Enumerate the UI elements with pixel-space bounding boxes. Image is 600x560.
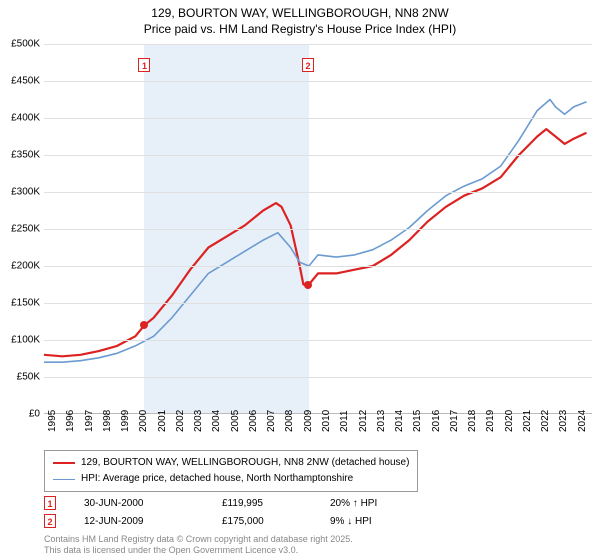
legend-label: 129, BOURTON WAY, WELLINGBOROUGH, NN8 2N…	[81, 455, 409, 471]
sale-marker-2: 2	[302, 58, 314, 72]
x-tick-label: 2009	[303, 410, 314, 432]
x-tick-label: 1995	[47, 410, 58, 432]
y-gridline	[44, 192, 592, 193]
x-tick-label: 2010	[321, 410, 332, 432]
x-tick-label: 1999	[120, 410, 131, 432]
plot-region: £0£50K£100K£150K£200K£250K£300K£350K£400…	[44, 44, 592, 414]
legend-swatch	[53, 479, 75, 480]
x-tick-label: 1996	[65, 410, 76, 432]
title-line1: 129, BOURTON WAY, WELLINGBOROUGH, NN8 2N…	[0, 6, 600, 22]
sales-date: 12-JUN-2009	[84, 516, 194, 527]
sales-row: 1 30-JUN-2000 £119,995 20% ↑ HPI	[44, 494, 377, 512]
legend-label: HPI: Average price, detached house, Nort…	[81, 471, 353, 487]
sales-row-marker: 1	[44, 496, 56, 510]
y-gridline	[44, 155, 592, 156]
credits: Contains HM Land Registry data © Crown c…	[44, 534, 353, 557]
sale-dot-2	[304, 281, 312, 289]
x-tick-label: 2004	[211, 410, 222, 432]
credits-line1: Contains HM Land Registry data © Crown c…	[44, 534, 353, 545]
y-gridline	[44, 118, 592, 119]
x-tick-label: 2020	[504, 410, 515, 432]
title-line2: Price paid vs. HM Land Registry's House …	[0, 22, 600, 38]
credits-line2: This data is licensed under the Open Gov…	[44, 545, 353, 556]
sales-delta: 9% ↓ HPI	[330, 516, 372, 527]
x-tick-label: 2011	[339, 410, 350, 432]
y-tick-label: £450K	[0, 76, 40, 87]
x-tick-label: 2008	[284, 410, 295, 432]
y-tick-label: £300K	[0, 187, 40, 198]
y-gridline	[44, 266, 592, 267]
y-gridline	[44, 303, 592, 304]
y-tick-label: £150K	[0, 298, 40, 309]
y-tick-label: £250K	[0, 224, 40, 235]
x-tick-label: 2001	[157, 410, 168, 432]
x-tick-label: 2022	[540, 410, 551, 432]
y-tick-label: £50K	[0, 372, 40, 383]
x-tick-label: 2018	[467, 410, 478, 432]
y-tick-label: £100K	[0, 335, 40, 346]
x-tick-label: 2003	[193, 410, 204, 432]
sale-marker-1: 1	[138, 58, 150, 72]
x-tick-label: 2005	[230, 410, 241, 432]
x-tick-label: 1997	[84, 410, 95, 432]
y-gridline	[44, 340, 592, 341]
x-tick-label: 2002	[175, 410, 186, 432]
y-gridline	[44, 44, 592, 45]
sales-price: £119,995	[222, 498, 302, 509]
y-tick-label: £400K	[0, 113, 40, 124]
series-hpi	[44, 100, 587, 363]
x-tick-label: 2013	[376, 410, 387, 432]
y-tick-label: £350K	[0, 150, 40, 161]
x-tick-label: 2014	[394, 410, 405, 432]
legend-item: 129, BOURTON WAY, WELLINGBOROUGH, NN8 2N…	[53, 455, 409, 471]
y-gridline	[44, 377, 592, 378]
x-tick-label: 2012	[358, 410, 369, 432]
legend-swatch	[53, 462, 75, 464]
sales-table: 1 30-JUN-2000 £119,995 20% ↑ HPI 2 12-JUN-200…	[44, 494, 377, 530]
legend-item: HPI: Average price, detached house, Nort…	[53, 471, 409, 487]
x-tick-label: 2015	[412, 410, 423, 432]
chart-area: £0£50K£100K£150K£200K£250K£300K£350K£400…	[44, 44, 592, 414]
sales-price: £175,000	[222, 516, 302, 527]
sales-row-marker: 2	[44, 514, 56, 528]
sales-date: 30-JUN-2000	[84, 498, 194, 509]
x-tick-label: 2017	[449, 410, 460, 432]
x-tick-label: 2000	[138, 410, 149, 432]
x-tick-label: 2006	[248, 410, 259, 432]
legend-box: 129, BOURTON WAY, WELLINGBOROUGH, NN8 2N…	[44, 450, 418, 492]
x-tick-label: 2021	[522, 410, 533, 432]
x-tick-label: 2019	[485, 410, 496, 432]
chart-container: 129, BOURTON WAY, WELLINGBOROUGH, NN8 2N…	[0, 0, 600, 560]
x-tick-label: 2023	[558, 410, 569, 432]
y-gridline	[44, 81, 592, 82]
sale-dot-1	[140, 321, 148, 329]
chart-title: 129, BOURTON WAY, WELLINGBOROUGH, NN8 2N…	[0, 0, 600, 37]
y-tick-label: £500K	[0, 39, 40, 50]
series-price_paid	[44, 129, 587, 356]
sales-delta: 20% ↑ HPI	[330, 498, 377, 509]
x-tick-label: 1998	[102, 410, 113, 432]
y-tick-label: £0	[0, 409, 40, 420]
x-tick-label: 2007	[266, 410, 277, 432]
sales-row: 2 12-JUN-2009 £175,000 9% ↓ HPI	[44, 512, 377, 530]
y-tick-label: £200K	[0, 261, 40, 272]
x-tick-label: 2016	[431, 410, 442, 432]
x-tick-label: 2024	[577, 410, 588, 432]
y-gridline	[44, 229, 592, 230]
